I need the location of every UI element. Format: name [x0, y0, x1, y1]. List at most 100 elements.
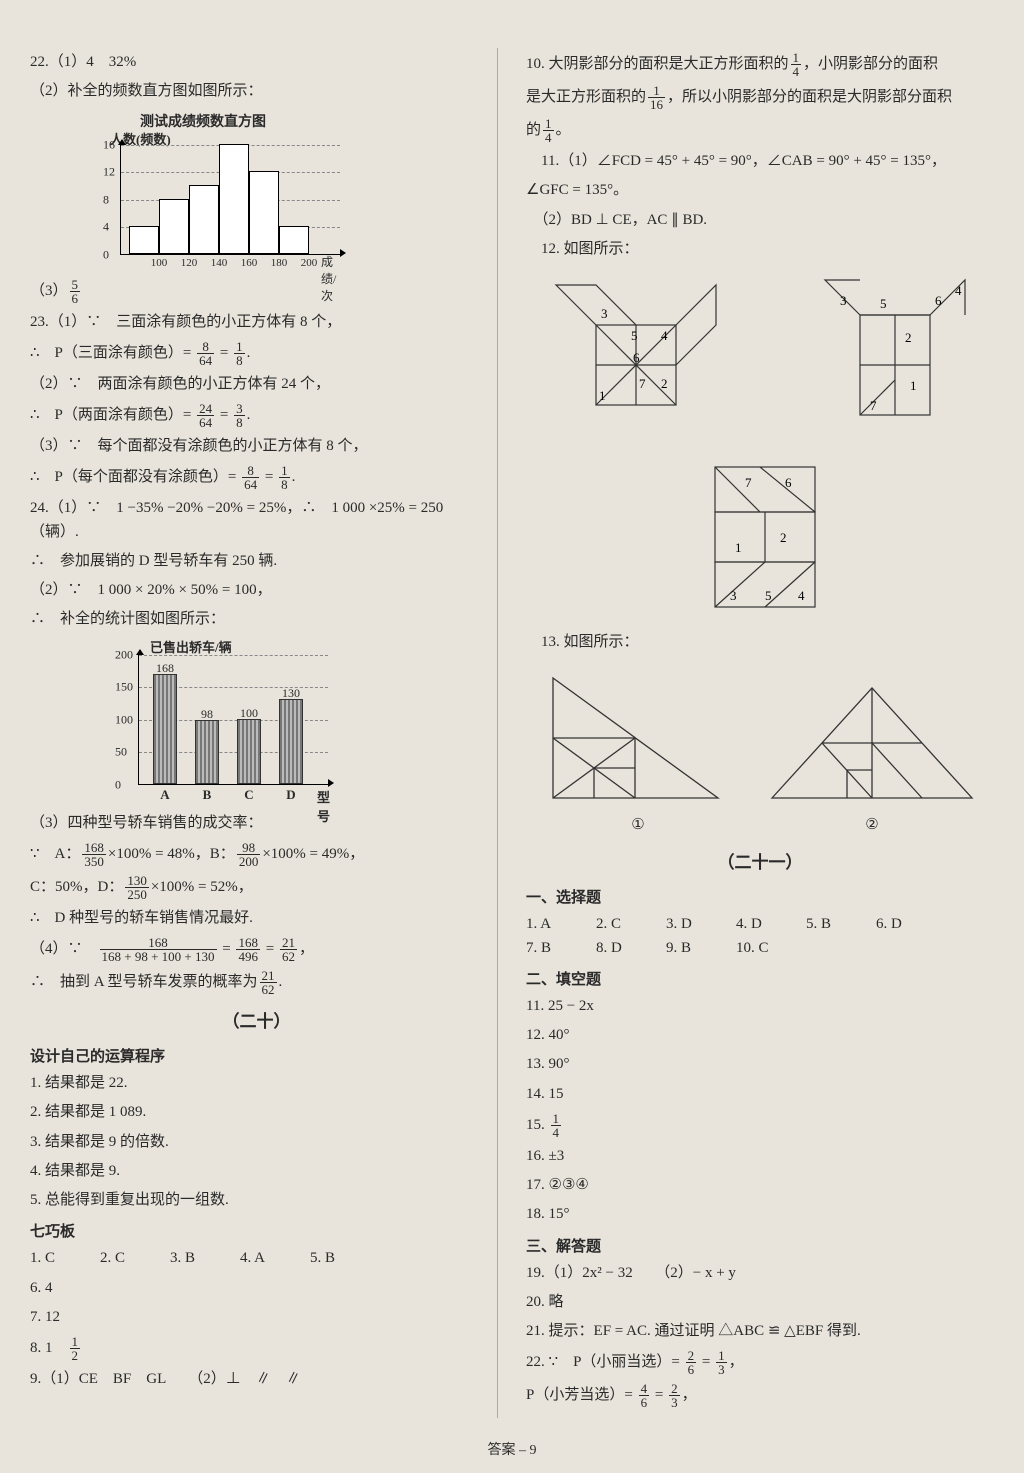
qqb-7: 7. 12	[30, 1306, 483, 1329]
svg-text:2: 2	[780, 530, 787, 545]
mc-item: 1. A	[526, 913, 578, 936]
tangram-x: 3 5 4 6 7 2 1	[541, 270, 741, 440]
s20-3: 3. 结果都是 9 的倍数.	[30, 1131, 483, 1154]
q24-2a: （2）∵ 1 000 × 20% × 50% = 100，	[30, 579, 483, 602]
svg-text:1: 1	[910, 378, 917, 393]
mc-item: 7. B	[526, 937, 578, 960]
qqb-item: 2. C	[100, 1247, 152, 1270]
svg-text:2: 2	[661, 376, 668, 391]
svg-text:1: 1	[735, 540, 742, 555]
q23-2a: （2）∵ 两面涂有颜色的小正方体有 24 个，	[30, 373, 483, 396]
q24-4a: （4）∵ 168168 + 98 + 100 + 130 = 168496 = …	[30, 936, 483, 963]
q24-3d: ∴ D 种型号的轿车销售情况最好.	[30, 907, 483, 930]
r11c: （2）BD ⊥ CE，AC ∥ BD.	[526, 209, 994, 232]
r10-line2: 是大正方形面积的116，所以小阴影部分的面积是大阴影部分面积	[526, 84, 994, 111]
fb14: 14. 15	[526, 1083, 994, 1106]
q22-1: 22.（1）4 32%	[30, 51, 483, 74]
q24-1b: ∴ 参加展销的 D 型号轿车有 250 辆.	[30, 550, 483, 573]
svg-text:3: 3	[601, 306, 608, 321]
a21: 21. 提示：EF = AC. 通过证明 △ABC ≌ △EBF 得到.	[526, 1320, 994, 1343]
mc-item: 3. D	[666, 913, 718, 936]
bar-chart: 已售出轿车/辆 050100150200168A98B100C130D型号	[110, 637, 350, 807]
s20-5: 5. 总能得到重复出现的一组数.	[30, 1189, 483, 1212]
svg-text:3: 3	[840, 293, 847, 308]
qqb-row: 1. C2. C3. B4. A5. B	[30, 1247, 483, 1270]
r11a: 11.（1）∠FCD = 45° + 45° = 90°，∠CAB = 90° …	[526, 150, 994, 173]
a20: 20. 略	[526, 1291, 994, 1314]
qiqiaoban-title: 七巧板	[30, 1220, 483, 1241]
fb13: 13. 90°	[526, 1053, 994, 1076]
mc-item: 4. D	[736, 913, 788, 936]
triangle-1	[538, 663, 738, 813]
svg-text:3: 3	[730, 588, 737, 603]
s20-4: 4. 结果都是 9.	[30, 1160, 483, 1183]
svg-text:5: 5	[880, 296, 887, 311]
qqb-item: 1. C	[30, 1247, 82, 1270]
q24-3a: （3）四种型号轿车销售的成交率：	[30, 812, 483, 835]
svg-text:6: 6	[633, 350, 640, 365]
q24-3c: C：50%，D：130250×100% = 52%，	[30, 874, 483, 901]
triangle-row	[526, 663, 994, 813]
right-column: 10. 大阴影部分的面积是大正方形面积的14，小阴影部分的面积 是大正方形面积的…	[526, 48, 994, 1418]
svg-text:7: 7	[639, 376, 646, 391]
q23-1b: ∴ P（三面涂有颜色）= 864 = 18.	[30, 340, 483, 367]
fb17: 17. ②③④	[526, 1174, 994, 1197]
fb-title: 二、填空题	[526, 968, 994, 989]
section-20-title: （二十）	[30, 1007, 483, 1032]
mc-item: 2. C	[596, 913, 648, 936]
q22-2: （2）补全的频数直方图如图所示：	[30, 80, 483, 103]
tangram-row-2: 7 6 2 1 3 5 4	[526, 452, 994, 622]
mc-item: 8. D	[596, 937, 648, 960]
svg-text:7: 7	[870, 398, 877, 413]
fb18: 18. 15°	[526, 1203, 994, 1226]
tangram-row-1: 3 5 4 6 7 2 1 3 5 6	[526, 270, 994, 440]
a19: 19.（1）2x² − 32 （2）− x + y	[526, 1262, 994, 1285]
a22a: 22. ∵ P（小丽当选）= 26 = 13，	[526, 1349, 994, 1376]
mc-title: 一、选择题	[526, 886, 994, 907]
svg-text:1: 1	[599, 388, 606, 403]
fb12: 12. 40°	[526, 1024, 994, 1047]
qqb-item: 4. A	[240, 1247, 292, 1270]
q24-3b: ∵ A：168350×100% = 48%，B：98200×100% = 49%…	[30, 841, 483, 868]
ans-title: 三、解答题	[526, 1235, 994, 1256]
r10-line1: 10. 大阴影部分的面积是大正方形面积的14，小阴影部分的面积	[526, 51, 994, 78]
q24-1a: 24.（1）∵ 1 −35% −20% −20% = 25%，∴ 1 000 ×…	[30, 497, 483, 544]
q23-1a: 23.（1）∵ 三面涂有颜色的小正方体有 8 个，	[30, 311, 483, 334]
left-column: 22.（1）4 32% （2）补全的频数直方图如图所示： 测试成绩频数直方图 人…	[30, 48, 498, 1418]
qqb-item: 3. B	[170, 1247, 222, 1270]
tangram-y: 3 5 6 4 2 1 7	[770, 270, 980, 440]
q23-3b: ∴ P（每个面都没有涂颜色）= 864 = 18.	[30, 464, 483, 491]
q23-3a: （3）∵ 每个面都没有涂颜色的小正方体有 8 个，	[30, 435, 483, 458]
q22-3: （3）56	[30, 278, 483, 305]
r10-line3: 的14。	[526, 117, 994, 144]
s20-sub: 设计自己的运算程序	[30, 1045, 483, 1066]
q24-4b: ∴ 抽到 A 型号轿车发票的概率为2162.	[30, 969, 483, 996]
r12: 12. 如图所示：	[526, 238, 994, 261]
s20-1: 1. 结果都是 22.	[30, 1072, 483, 1095]
svg-text:4: 4	[955, 283, 962, 298]
q24-2b: ∴ 补全的统计图如图所示：	[30, 608, 483, 631]
svg-text:7: 7	[745, 475, 752, 490]
svg-text:2: 2	[905, 330, 912, 345]
svg-text:4: 4	[661, 328, 668, 343]
mc-item: 6. D	[876, 913, 928, 936]
histogram-chart: 测试成绩频数直方图 人数(频数) 48121601001201401601802…	[90, 111, 370, 271]
r13: 13. 如图所示：	[526, 631, 994, 654]
fb15: 15. 14	[526, 1112, 994, 1139]
svg-text:6: 6	[785, 475, 792, 490]
mc-item: 10. C	[736, 937, 788, 960]
section-21-title: （二十一）	[526, 848, 994, 873]
fb16: 16. ±3	[526, 1145, 994, 1168]
tangram-z: 7 6 2 1 3 5 4	[660, 452, 860, 622]
r11b: ∠GFC = 135°。	[526, 179, 994, 202]
triangle-2	[762, 663, 982, 813]
mc-item: 9. B	[666, 937, 718, 960]
q23-2b: ∴ P（两面涂有颜色）= 2464 = 38.	[30, 402, 483, 429]
svg-text:6: 6	[935, 293, 942, 308]
fb11: 11. 25 − 2x	[526, 995, 994, 1018]
mc-answers: 1. A 2. C 3. D 4. D 5. B 6. D 7. B 8. D 9. B 10. …	[526, 913, 994, 960]
svg-text:5: 5	[765, 588, 772, 603]
mc-item: 5. B	[806, 913, 858, 936]
qqb-8: 8. 1 12	[30, 1335, 483, 1362]
svg-text:4: 4	[798, 588, 805, 603]
